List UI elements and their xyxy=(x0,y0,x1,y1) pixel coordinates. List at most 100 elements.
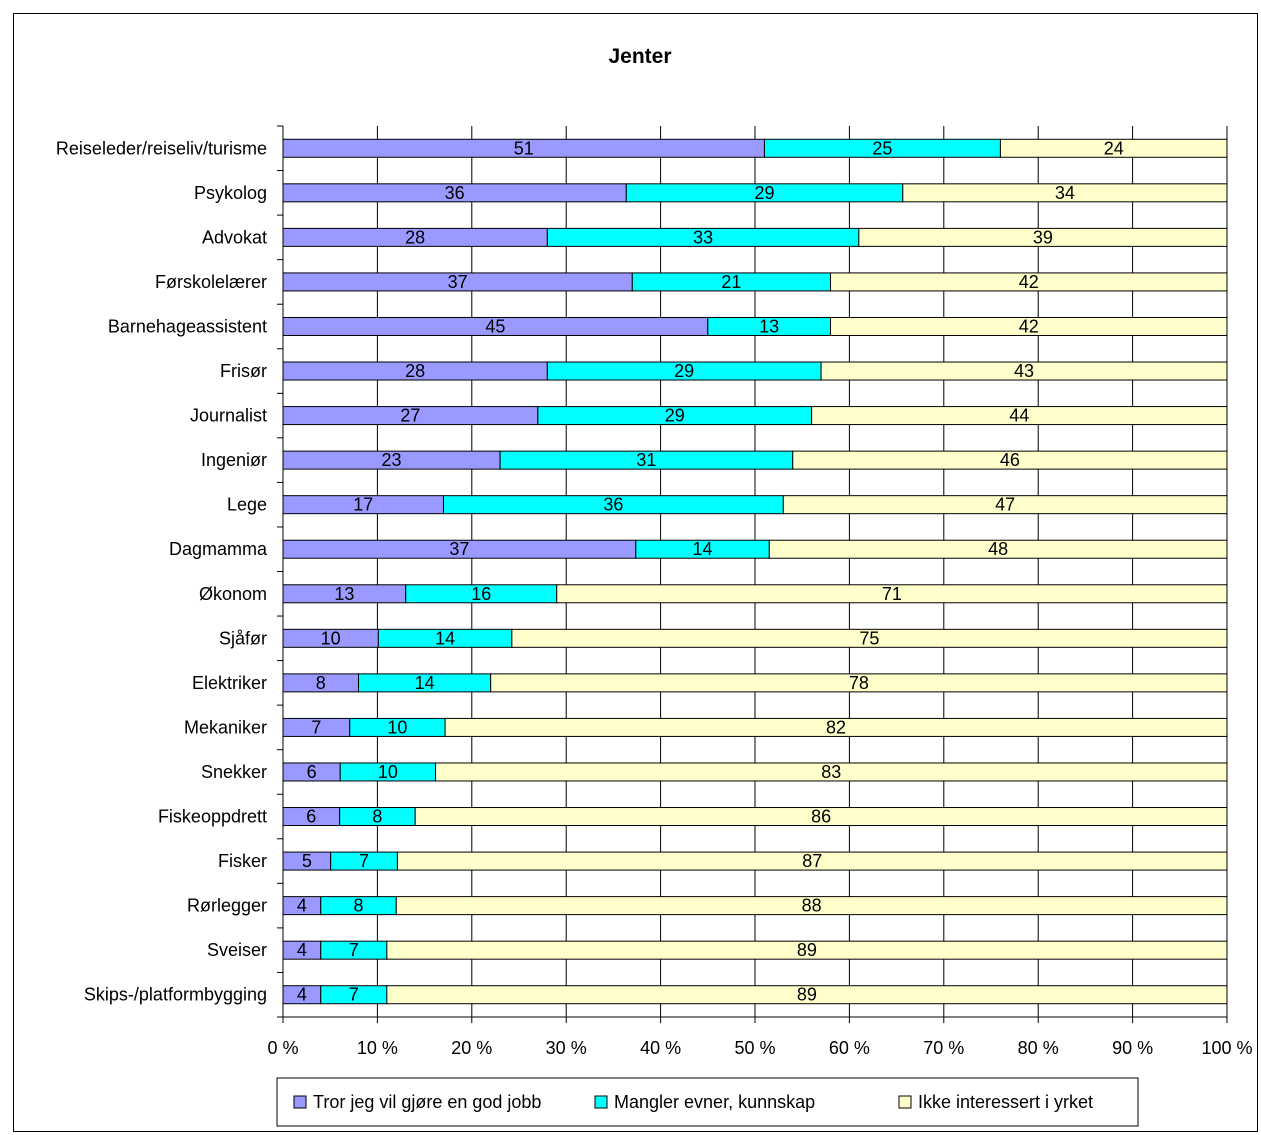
data-label: 44 xyxy=(1009,406,1029,426)
data-label: 24 xyxy=(1104,138,1124,158)
category-label: Psykolog xyxy=(194,183,267,203)
data-label: 10 xyxy=(321,628,341,648)
data-label: 47 xyxy=(995,495,1015,515)
x-tick-label: 30 % xyxy=(546,1038,587,1058)
x-tick-label: 20 % xyxy=(451,1038,492,1058)
data-label: 28 xyxy=(405,227,425,247)
data-label: 43 xyxy=(1014,361,1034,381)
data-label: 46 xyxy=(1000,450,1020,470)
data-label: 29 xyxy=(674,361,694,381)
x-tick-label: 0 % xyxy=(267,1038,298,1058)
legend-swatch xyxy=(293,1095,307,1109)
data-label: 14 xyxy=(693,539,713,559)
data-label: 8 xyxy=(316,673,326,693)
legend-label: Mangler evner, kunnskap xyxy=(614,1092,815,1112)
bar-segment xyxy=(556,584,1228,604)
bar-segment xyxy=(395,896,1228,916)
data-label: 17 xyxy=(353,495,373,515)
category-label: Førskolelærer xyxy=(155,272,267,292)
x-tick-label: 40 % xyxy=(640,1038,681,1058)
data-label: 14 xyxy=(415,673,435,693)
data-label: 14 xyxy=(435,628,455,648)
data-label: 6 xyxy=(307,762,317,782)
data-label: 10 xyxy=(387,717,407,737)
data-label: 29 xyxy=(755,183,775,203)
category-label: Elektriker xyxy=(192,673,267,693)
data-label: 37 xyxy=(448,272,468,292)
data-label: 75 xyxy=(859,628,879,648)
category-label: Ingeniør xyxy=(201,450,267,470)
data-label: 27 xyxy=(400,406,420,426)
category-label: Snekker xyxy=(201,762,267,782)
data-label: 7 xyxy=(359,851,369,871)
data-label: 23 xyxy=(382,450,402,470)
category-label: Lege xyxy=(227,495,267,515)
data-label: 7 xyxy=(349,985,359,1005)
data-label: 21 xyxy=(721,272,741,292)
data-label: 48 xyxy=(988,539,1008,559)
data-label: 42 xyxy=(1019,272,1039,292)
data-label: 42 xyxy=(1019,316,1039,336)
data-label: 82 xyxy=(826,717,846,737)
legend: Tror jeg vil gjøre en god jobb Mangler ev… xyxy=(276,1077,1139,1127)
data-label: 71 xyxy=(882,584,902,604)
legend-box xyxy=(276,1077,1139,1127)
data-label: 8 xyxy=(372,807,382,827)
data-label: 36 xyxy=(603,495,623,515)
data-label: 7 xyxy=(349,940,359,960)
bar-segment xyxy=(792,450,1228,470)
bar-segment xyxy=(999,138,1228,158)
bar-segment xyxy=(858,227,1228,247)
data-label: 4 xyxy=(297,940,307,960)
bar-segment xyxy=(414,807,1228,827)
bar-segment xyxy=(386,985,1228,1005)
bar-segment xyxy=(782,495,1228,515)
category-label: Mekaniker xyxy=(184,717,267,737)
category-label: Barnehageassistent xyxy=(108,316,267,336)
x-tick-label: 50 % xyxy=(734,1038,775,1058)
category-label: Fisker xyxy=(218,851,267,871)
data-label: 45 xyxy=(485,316,505,336)
category-label: Skips-/platformbygging xyxy=(84,985,267,1005)
data-label: 6 xyxy=(306,807,316,827)
bar-segment xyxy=(435,762,1228,782)
data-label: 89 xyxy=(797,985,817,1005)
legend-swatch xyxy=(594,1095,608,1109)
bar-segment xyxy=(768,539,1228,559)
category-label: Sjåfør xyxy=(219,628,267,648)
data-label: 83 xyxy=(821,762,841,782)
data-label: 86 xyxy=(811,807,831,827)
grid-layer xyxy=(282,126,1228,1017)
data-label: 34 xyxy=(1055,183,1075,203)
data-label: 31 xyxy=(636,450,656,470)
data-label: 37 xyxy=(449,539,469,559)
data-label: 10 xyxy=(378,762,398,782)
x-tick-label: 70 % xyxy=(923,1038,964,1058)
category-label: Dagmamma xyxy=(169,539,268,559)
data-label: 88 xyxy=(802,896,822,916)
data-label: 78 xyxy=(849,673,869,693)
bar-segment xyxy=(820,361,1228,381)
bar-segment xyxy=(830,272,1228,292)
data-label: 87 xyxy=(802,851,822,871)
data-label: 25 xyxy=(872,138,892,158)
legend-label: Ikke interessert i yrket xyxy=(918,1092,1093,1112)
x-tick-label: 80 % xyxy=(1018,1038,1059,1058)
category-label: Journalist xyxy=(190,406,267,426)
legend-label: Tror jeg vil gjøre en god jobb xyxy=(313,1092,541,1112)
category-label: Advokat xyxy=(202,227,267,247)
x-tick-label: 10 % xyxy=(357,1038,398,1058)
category-label: Reiseleder/reiseliv/turisme xyxy=(56,138,267,158)
data-label: 4 xyxy=(297,896,307,916)
data-label: 16 xyxy=(471,584,491,604)
bar-segment xyxy=(830,316,1228,336)
category-label: Frisør xyxy=(220,361,267,381)
axis-layer: 0 % 10 % 20 % 30 % 40 % 50 % 60 % 70 % 80 % 90 % 1… xyxy=(56,125,1253,1058)
bar-segment xyxy=(386,940,1228,960)
data-label: 7 xyxy=(311,717,321,737)
legend-swatch xyxy=(898,1095,912,1109)
data-label: 8 xyxy=(354,896,364,916)
bar-segment xyxy=(490,673,1228,693)
